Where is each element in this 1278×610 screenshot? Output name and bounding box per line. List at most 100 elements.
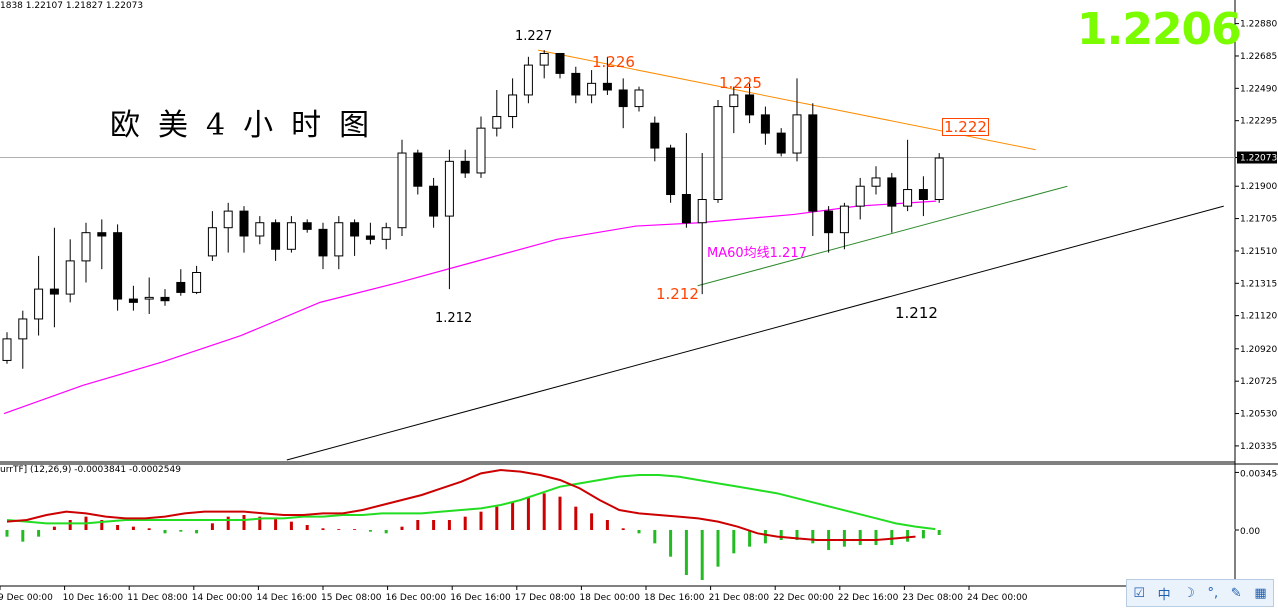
price-tick-label: 1.22295 — [1240, 117, 1277, 127]
trendline-long_support — [286, 205, 1224, 461]
trendline-support — [697, 185, 1068, 287]
annotation-high-1226: 1.226 — [592, 53, 635, 71]
punctuation-icon[interactable]: °, — [1207, 585, 1219, 601]
candle-down — [760, 114, 770, 134]
price-tick-label: 1.22880 — [1240, 20, 1277, 30]
candle-down — [318, 228, 328, 257]
candle-up — [192, 272, 202, 293]
time-tick-label: 11 Dec 08:00 — [127, 593, 188, 603]
price-tick-label: 1.20920 — [1240, 345, 1277, 355]
candle-down — [571, 72, 581, 96]
candle-down — [176, 281, 186, 293]
checkbox-icon[interactable]: ☑ — [1133, 585, 1145, 601]
candle-up — [729, 94, 739, 108]
candle-down — [650, 122, 660, 149]
time-tick-label: 17 Dec 08:00 — [515, 593, 576, 603]
time-tick-label: 15 Dec 08:00 — [321, 593, 382, 603]
time-tick-label: 22 Dec 00:00 — [773, 593, 834, 603]
macd-tick-label: 0.00 — [1240, 527, 1260, 537]
candle-down — [681, 194, 691, 224]
price-tick-label: 1.20530 — [1240, 410, 1277, 420]
time-tick-label: 18 Dec 16:00 — [644, 593, 705, 603]
candle-down — [824, 210, 834, 234]
price-tick-label: 1.21900 — [1240, 182, 1277, 192]
candle-down — [160, 296, 170, 302]
candle-down — [413, 152, 423, 187]
time-tick-label: 16 Dec 16:00 — [450, 593, 511, 603]
candle-up — [476, 127, 486, 174]
time-tick-label: 14 Dec 16:00 — [256, 593, 317, 603]
candle-up — [397, 152, 407, 229]
candle-up — [286, 222, 296, 250]
current-price-tag — [1237, 151, 1277, 164]
candle-down — [350, 222, 360, 237]
candle-down — [745, 94, 755, 116]
candle-up — [587, 82, 597, 96]
candle-down — [271, 222, 281, 250]
candle-down — [429, 185, 439, 217]
candle-down — [602, 82, 612, 91]
annotation-low-1212-right: 1.212 — [895, 304, 938, 322]
candle-up — [523, 64, 533, 96]
candle-down — [365, 235, 375, 240]
annotation-low-1212-left: 1.212 — [435, 311, 473, 326]
candle-down — [460, 160, 470, 174]
candle-up — [839, 205, 849, 234]
candle-down — [918, 189, 928, 200]
time-tick-label: 9 Dec 00:00 — [0, 593, 53, 603]
candle-up — [697, 198, 707, 224]
candle-down — [808, 114, 818, 212]
time-tick-label: 21 Dec 08:00 — [709, 593, 770, 603]
annotation-low-1212-mid: 1.212 — [656, 285, 699, 303]
macd-signal-line — [6, 474, 936, 531]
price-tick-label: 1.22685 — [1240, 52, 1277, 62]
annotation-level-1222: 1.222 — [942, 118, 989, 136]
grid-icon[interactable]: ▦ — [1254, 585, 1267, 601]
annotation-ma60: MA60均线1.217 — [707, 246, 807, 261]
macd-main-line — [6, 468, 916, 541]
candle-up — [223, 210, 233, 229]
candle-down — [302, 222, 312, 230]
ime-toolbar[interactable]: ☑ 中 ☽ °, ✎ ▦ — [1126, 579, 1274, 607]
candle-up — [34, 288, 44, 320]
ma60-line — [3, 200, 937, 415]
annotation-high-1227: 1.227 — [515, 29, 553, 44]
candle-up — [508, 94, 518, 118]
tools-icon[interactable]: ✎ — [1230, 585, 1242, 601]
time-tick-label: 24 Dec 00:00 — [967, 593, 1028, 603]
candle-up — [903, 189, 913, 207]
candle-up — [334, 222, 344, 257]
time-tick-label: 14 Dec 00:00 — [192, 593, 253, 603]
candle-up — [871, 177, 881, 187]
moon-icon[interactable]: ☽ — [1183, 585, 1195, 601]
candle-down — [49, 288, 59, 295]
candle-down — [618, 89, 628, 108]
chinese-ime-icon[interactable]: 中 — [1157, 587, 1171, 603]
candle-down — [776, 132, 786, 154]
candle-up — [634, 89, 644, 108]
candle-up — [713, 106, 723, 200]
annotation-high-1225: 1.225 — [719, 74, 762, 92]
candle-up — [207, 227, 217, 257]
candle-up — [539, 52, 549, 66]
candle-down — [113, 232, 123, 300]
ohlc-header: 1838 1.22107 1.21827 1.22073 — [0, 1, 144, 11]
big-price-display: 1.2206 — [1077, 4, 1242, 55]
candle-down — [128, 298, 138, 303]
candle-up — [381, 227, 391, 240]
candle-down — [239, 210, 249, 237]
price-tick-label: 1.22490 — [1240, 84, 1277, 94]
candle-up — [18, 318, 28, 340]
candle-up — [2, 338, 12, 361]
time-tick-label: 23 Dec 08:00 — [902, 593, 963, 603]
candle-up — [65, 260, 75, 295]
time-tick-label: 22 Dec 16:00 — [838, 593, 899, 603]
candle-up — [144, 296, 154, 300]
candle-up — [81, 232, 91, 262]
candle-up — [444, 160, 454, 217]
candle-up — [492, 116, 502, 129]
candle-down — [97, 232, 107, 237]
price-tick-label: 1.21510 — [1240, 247, 1277, 257]
candle-up — [855, 185, 865, 207]
